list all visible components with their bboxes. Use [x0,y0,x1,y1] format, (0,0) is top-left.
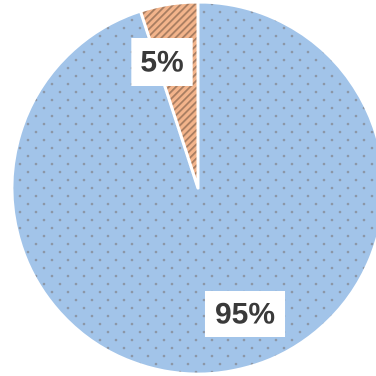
pie-data-labels: 95% 5% [131,38,286,337]
data-label-text: 95% [215,298,275,331]
data-label-text: 5% [140,46,183,79]
data-label-box [204,291,286,337]
data-label-slice-5-percent: 5% [131,38,193,86]
pie-slices [10,0,376,376]
data-label-slice-95-percent: 95% [204,291,286,337]
slice-95-percent [10,0,376,376]
data-label-box [131,38,193,86]
